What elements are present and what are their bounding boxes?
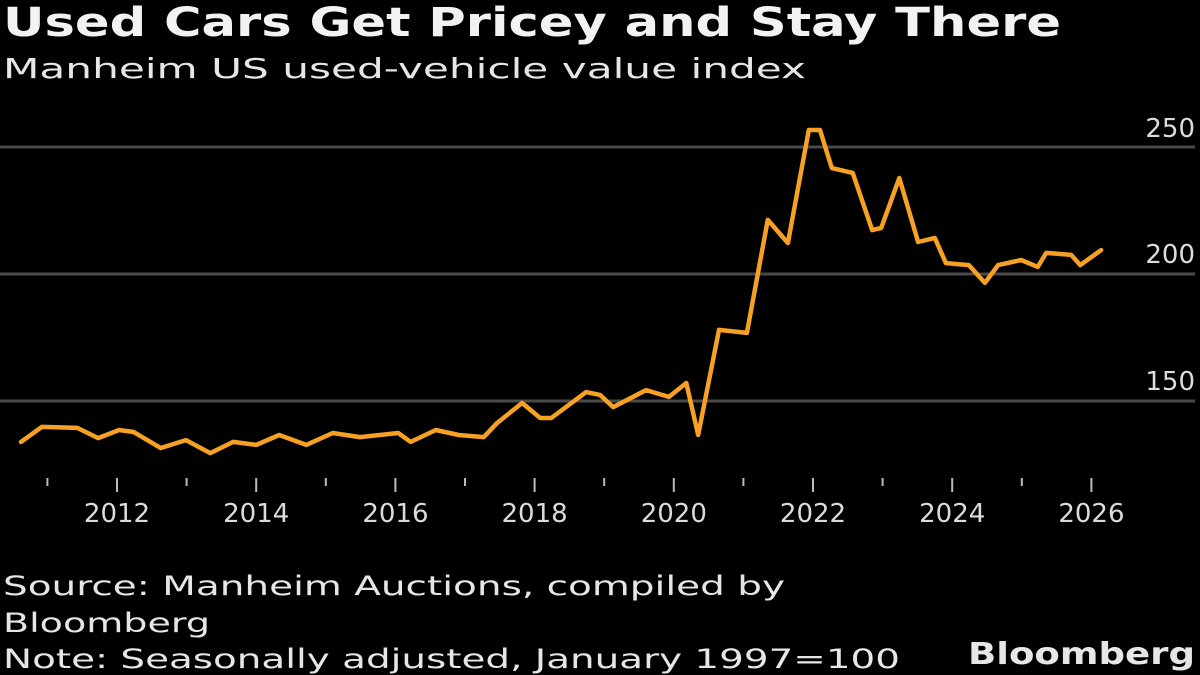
x-tick-label: 2024 [919, 499, 985, 529]
x-tick-label: 2012 [84, 499, 150, 529]
series-line-group [18, 127, 1104, 456]
chart-subtitle: Manheim US used-vehicle value index [3, 52, 806, 85]
x-tick-label: 2022 [780, 499, 846, 529]
y-tick-label: 200 [1145, 240, 1195, 270]
chart-title: Used Cars Get Pricey and Stay There [3, 0, 1061, 46]
x-tick-label: 2020 [641, 499, 707, 529]
x-tick-label: 2026 [1058, 499, 1124, 529]
x-axis: 2012 2014 2016 2018 2020 2022 2024 2026 [46, 478, 1124, 529]
y-tick-label: 150 [1145, 367, 1195, 397]
y-tick-label: 250 [1145, 114, 1195, 144]
gridlines [0, 145, 1195, 403]
y-axis-labels: 250 200 150 [1145, 114, 1195, 397]
bloomberg-logo: Bloomberg [968, 637, 1195, 672]
series-line [18, 127, 1104, 456]
source-line-1: Source: Manheim Auctions, compiled by [3, 571, 785, 602]
source-line-2: Bloomberg [3, 608, 210, 639]
x-tick-label: 2018 [502, 499, 568, 529]
x-tick-label: 2016 [362, 499, 428, 529]
x-tick-label: 2014 [223, 499, 289, 529]
note: Note: Seasonally adjusted, January 1997=… [3, 644, 900, 675]
